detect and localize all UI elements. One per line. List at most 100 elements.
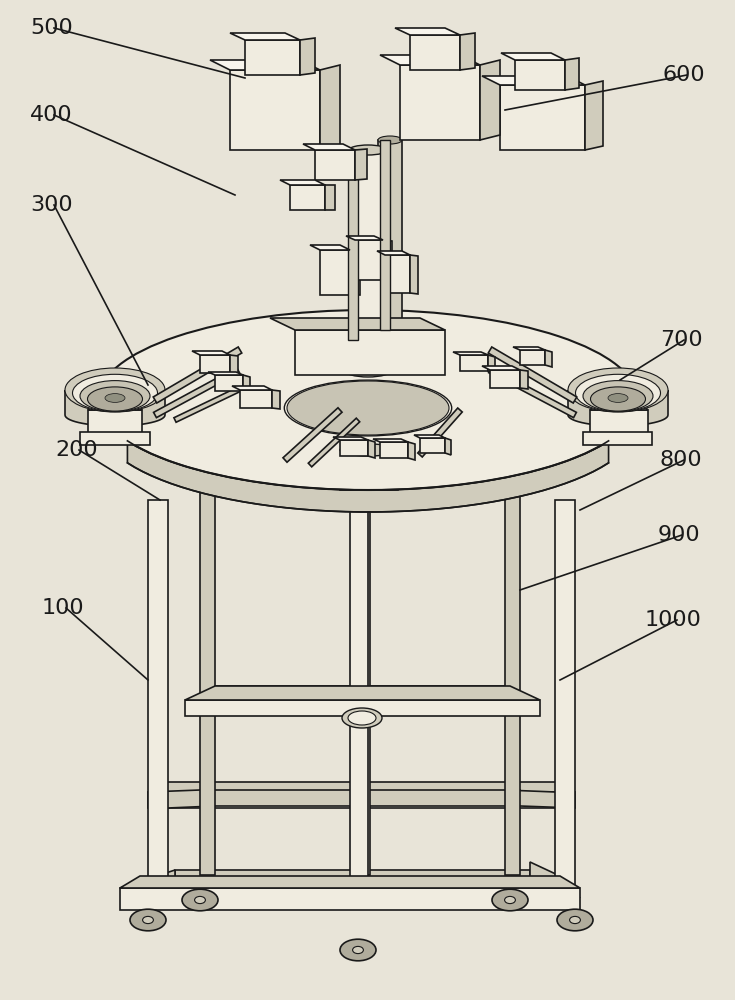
Polygon shape — [240, 390, 272, 408]
Ellipse shape — [98, 310, 638, 490]
Ellipse shape — [608, 394, 628, 402]
Polygon shape — [215, 375, 243, 391]
Polygon shape — [489, 367, 576, 418]
Ellipse shape — [87, 387, 143, 411]
Polygon shape — [333, 437, 368, 440]
Polygon shape — [315, 150, 355, 180]
Polygon shape — [408, 442, 415, 460]
Polygon shape — [350, 490, 368, 900]
Polygon shape — [488, 355, 495, 373]
Polygon shape — [308, 418, 359, 467]
Polygon shape — [420, 438, 445, 453]
Polygon shape — [501, 53, 565, 60]
Polygon shape — [500, 85, 585, 150]
Polygon shape — [290, 185, 325, 210]
Polygon shape — [232, 386, 272, 390]
Polygon shape — [350, 250, 360, 295]
Polygon shape — [320, 65, 340, 150]
Polygon shape — [200, 355, 230, 373]
Polygon shape — [120, 870, 175, 905]
Text: 900: 900 — [658, 525, 700, 545]
Polygon shape — [88, 410, 142, 435]
Ellipse shape — [557, 909, 593, 931]
Polygon shape — [520, 370, 528, 389]
Polygon shape — [395, 28, 460, 35]
Text: 100: 100 — [42, 598, 85, 618]
Ellipse shape — [349, 145, 387, 155]
Polygon shape — [320, 250, 350, 295]
Ellipse shape — [80, 381, 150, 411]
Ellipse shape — [287, 381, 449, 435]
Polygon shape — [565, 58, 579, 90]
Polygon shape — [210, 60, 320, 70]
Polygon shape — [590, 402, 648, 410]
Polygon shape — [380, 442, 408, 458]
Polygon shape — [245, 40, 300, 75]
Ellipse shape — [344, 363, 392, 377]
Polygon shape — [445, 438, 451, 455]
Polygon shape — [530, 862, 580, 898]
Polygon shape — [120, 888, 580, 910]
Polygon shape — [148, 782, 575, 792]
Polygon shape — [410, 255, 418, 294]
Polygon shape — [303, 144, 355, 150]
Polygon shape — [340, 450, 398, 490]
Ellipse shape — [143, 916, 154, 924]
Polygon shape — [192, 351, 230, 355]
Ellipse shape — [105, 394, 125, 402]
Polygon shape — [154, 367, 240, 418]
Polygon shape — [200, 480, 215, 875]
Ellipse shape — [195, 896, 205, 904]
Polygon shape — [568, 390, 668, 426]
Polygon shape — [283, 408, 342, 462]
Polygon shape — [520, 350, 545, 365]
Polygon shape — [148, 790, 215, 808]
Polygon shape — [417, 408, 462, 457]
Polygon shape — [148, 500, 168, 900]
Ellipse shape — [348, 711, 376, 725]
Text: 300: 300 — [30, 195, 73, 215]
Polygon shape — [380, 140, 390, 330]
Polygon shape — [185, 700, 540, 716]
Polygon shape — [355, 149, 367, 180]
Polygon shape — [453, 352, 488, 355]
Polygon shape — [482, 76, 585, 85]
Polygon shape — [505, 790, 575, 808]
Ellipse shape — [73, 374, 157, 412]
Polygon shape — [460, 33, 475, 70]
Polygon shape — [385, 255, 410, 293]
Ellipse shape — [583, 381, 653, 411]
Ellipse shape — [568, 368, 668, 412]
Polygon shape — [295, 330, 445, 375]
Polygon shape — [368, 440, 375, 458]
Polygon shape — [280, 180, 325, 185]
Polygon shape — [480, 60, 500, 140]
Ellipse shape — [130, 909, 166, 931]
Polygon shape — [383, 240, 392, 281]
Polygon shape — [513, 347, 545, 350]
Polygon shape — [243, 375, 250, 393]
Polygon shape — [120, 876, 580, 888]
Polygon shape — [185, 686, 540, 700]
Polygon shape — [175, 870, 530, 888]
Ellipse shape — [570, 916, 581, 924]
Ellipse shape — [65, 368, 165, 412]
Polygon shape — [482, 366, 520, 370]
Polygon shape — [127, 441, 609, 512]
Polygon shape — [230, 355, 238, 374]
Polygon shape — [373, 439, 408, 442]
Polygon shape — [555, 500, 575, 900]
Ellipse shape — [378, 136, 402, 144]
Polygon shape — [380, 55, 480, 65]
Polygon shape — [400, 65, 480, 140]
Polygon shape — [270, 318, 445, 330]
Polygon shape — [355, 480, 370, 875]
Polygon shape — [200, 790, 520, 806]
Ellipse shape — [182, 889, 218, 911]
Text: 500: 500 — [30, 18, 73, 38]
Polygon shape — [488, 347, 577, 403]
Polygon shape — [545, 350, 552, 367]
Text: 400: 400 — [30, 105, 73, 125]
Polygon shape — [230, 70, 320, 150]
Polygon shape — [355, 240, 383, 280]
